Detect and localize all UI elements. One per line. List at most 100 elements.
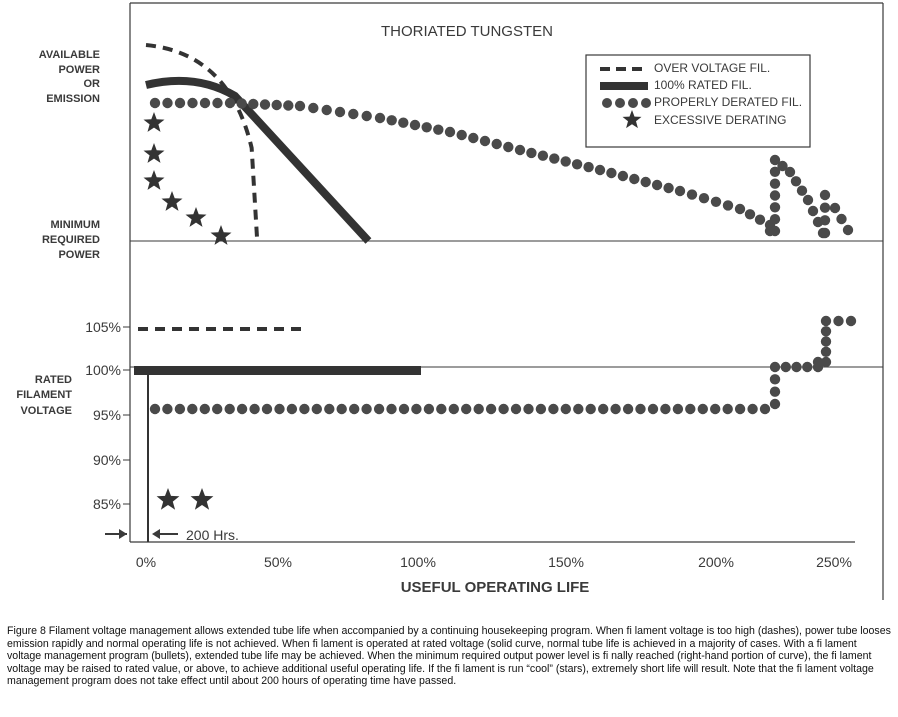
derated-curve-dot [398,117,409,128]
excessive-derating-star [143,170,165,190]
derated-voltage-dot [212,403,223,415]
derated-curve-dot [537,150,549,161]
x-tick-label: 50% [264,554,292,570]
derated-voltage-dot [249,403,260,415]
derated-curve-dot [710,196,722,207]
x-tick-label: 150% [548,554,584,570]
derated-curve-dot [386,115,397,126]
derated-voltage-dot [436,403,447,415]
y-tick-label: 95% [93,407,121,423]
x-axis-title: USEFUL OPERATING LIFE [401,579,590,596]
derated-curve-dot [674,185,686,197]
derated-voltage-dot [820,315,832,327]
derated-recovery-dot [769,214,781,225]
derated-recovery-dot [836,213,847,225]
derated-curve-dot [734,203,746,215]
derated-recovery-dot [769,154,781,166]
derated-voltage-dot [820,346,832,357]
legend-entry: 100% RATED FIL. [654,78,752,92]
arrow-out-head [152,529,160,539]
derated-recovery-dot [769,190,781,201]
derated-voltage-dot [710,403,721,415]
derated-curve-dot [187,97,198,109]
y-label-rated-voltage: RATED [35,374,72,386]
over-voltage-curve [145,43,260,242]
excessive-derating-star [143,143,165,163]
derated-curve-dot [754,214,766,225]
derated-voltage-dot [510,403,522,415]
derated-voltage-dot [386,403,397,415]
emission-plot [145,43,857,415]
derated-voltage-dot [199,403,210,415]
derated-curve-dot [433,124,444,135]
derated-voltage-dot [535,403,547,415]
derated-curve-dot [361,110,372,122]
derated-voltage-dot [162,403,173,415]
derated-voltage-dot [647,403,659,415]
caption-text: Figure 8 Filament voltage management all… [7,625,891,688]
y-label-available-power: EMISSION [46,93,100,105]
derated-voltage-dot [498,403,509,415]
derated-curve-dot [212,97,223,109]
excessive-derating-star [210,225,232,245]
y-label-rated-voltage: FILAMENT [16,389,72,401]
derated-voltage-dot [485,403,497,415]
excessive-derating-star [161,191,183,211]
derated-recovery-dot [769,202,781,213]
derated-recovery-dot [807,205,819,217]
excessive-derating-star [190,488,214,510]
legend-entry: EXCESSIVE DERATING [654,113,786,127]
derated-curve-dot [271,99,282,111]
derated-curve-dot [259,99,271,110]
y-tick-label: 100% [85,362,121,378]
derated-voltage-dot [734,403,746,415]
rated-curve [145,76,372,244]
derated-voltage-dot [791,361,802,373]
derated-voltage-dot [224,403,235,415]
y-label-available-power: POWER [58,64,100,76]
derated-voltage-dot [769,386,781,397]
legend-entry: PROPERLY DERATED FIL. [654,95,802,109]
derated-recovery-dot [769,166,781,177]
derated-curve-dot [348,108,359,120]
derated-curve-dot [526,147,537,159]
derated-curve-dot [640,176,651,188]
legend-solid-sample [600,82,648,90]
derated-voltage-dot [411,403,422,415]
y-label-minimum-power: MINIMUM [51,219,101,231]
derated-voltage-dot [585,403,596,415]
derated-recovery-dot [829,202,841,214]
derated-curve-dot [651,179,663,191]
derated-curve-dot [503,141,514,153]
derated-curve-dot [468,132,479,144]
derated-voltage-dot [349,403,360,415]
y-tick-label: 85% [93,496,121,512]
derated-curve-dot [149,97,161,109]
derated-voltage-dot [149,403,161,415]
derated-recovery-dot [790,176,802,187]
annotation-200-hrs: 200 Hrs. [186,527,239,543]
derated-curve-dot [456,129,467,141]
arrow-in-head [119,529,127,539]
excessive-derating-star [156,488,180,510]
legend-entry: OVER VOLTAGE FIL. [654,61,770,75]
derated-recovery-dot [769,178,781,189]
derated-voltage-dot [187,403,198,415]
derated-curve-dot [594,164,606,176]
derated-voltage-dot [660,403,671,415]
derated-curve-dot [583,161,594,173]
y-label-available-power: OR [84,78,101,90]
derated-voltage-dot [769,361,781,373]
legend-dot-sample [628,98,638,108]
legend-star-sample [622,110,642,129]
derated-voltage-dot [311,403,322,415]
derated-curve-dot [162,97,173,109]
derated-recovery-dot [819,215,831,226]
derated-voltage-dot [820,326,832,337]
derated-recovery-dot [819,202,831,213]
derated-voltage-dot [299,403,310,415]
y-tick-label: 105% [85,319,121,335]
derated-curve-dot [744,209,756,220]
x-tick-label: 250% [816,554,852,570]
derated-voltage-dot [473,403,484,415]
